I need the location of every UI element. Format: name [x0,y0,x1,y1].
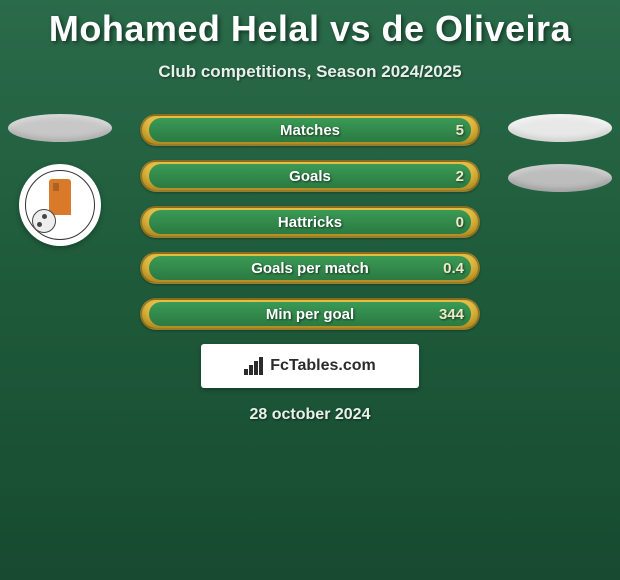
comparison-content: Matches 5 Goals 2 Hattricks 0 Goals per … [0,114,620,424]
brand-badge: FcTables.com [201,344,419,388]
left-club-logo [19,164,101,246]
stat-row-gpm: Goals per match 0.4 [140,252,480,284]
right-placeholder-pill-1 [508,114,612,142]
left-placeholder-pill [8,114,112,142]
brand-text: FcTables.com [270,357,376,375]
stat-value: 5 [456,122,464,139]
stat-label: Hattricks [278,214,342,231]
page-title: Mohamed Helal vs de Oliveira [0,0,620,50]
right-placeholder-pill-2 [508,164,612,192]
snapshot-date: 28 october 2024 [0,406,620,424]
stat-value: 0.4 [443,260,464,277]
stat-label: Goals [289,168,331,185]
stat-value: 344 [439,306,464,323]
stat-row-matches: Matches 5 [140,114,480,146]
stats-bars: Matches 5 Goals 2 Hattricks 0 Goals per … [140,114,480,330]
stat-row-mpg: Min per goal 344 [140,298,480,330]
right-player-col [500,114,620,192]
stat-row-goals: Goals 2 [140,160,480,192]
stat-label: Goals per match [251,260,369,277]
stat-label: Min per goal [266,306,354,323]
page-subtitle: Club competitions, Season 2024/2025 [0,62,620,82]
stat-row-hattricks: Hattricks 0 [140,206,480,238]
ajman-logo-icon [25,170,95,240]
bar-chart-icon [244,357,264,375]
stat-label: Matches [280,122,340,139]
stat-value: 2 [456,168,464,185]
left-player-col [0,114,120,246]
stat-value: 0 [456,214,464,231]
